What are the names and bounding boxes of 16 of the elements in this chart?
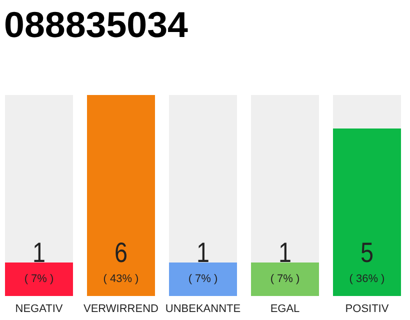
chart-title: 088835034 xyxy=(4,4,188,45)
annotation: ( 7% ) xyxy=(188,273,218,285)
x-tick-label: VERWIRREND xyxy=(84,303,159,315)
annotation: ( 43% ) xyxy=(103,273,139,285)
annotation: ( 7% ) xyxy=(270,273,300,285)
data-label: 1 xyxy=(32,237,48,268)
x-tick-label: UNBEKANNTE xyxy=(165,303,241,315)
data-label: 1 xyxy=(196,237,212,268)
x-tick-label: NEGATIV xyxy=(15,303,64,315)
annotation: ( 7% ) xyxy=(24,273,54,285)
x-tick-label: POSITIV xyxy=(345,303,390,315)
data-label: 5 xyxy=(360,237,376,268)
data-label: 1 xyxy=(278,237,294,268)
x-tick-label: EGAL xyxy=(270,303,300,315)
data-label: 6 xyxy=(114,237,130,268)
annotation: ( 36% ) xyxy=(349,273,385,285)
